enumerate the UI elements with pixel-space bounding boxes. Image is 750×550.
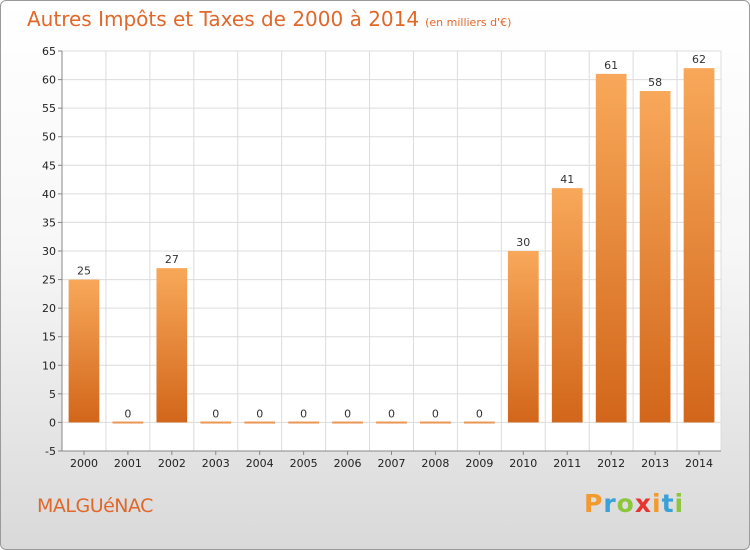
y-tick-label: 35 — [42, 216, 56, 229]
data-label: 41 — [560, 173, 574, 186]
y-tick-label: 40 — [42, 188, 56, 201]
logo-letter: i — [652, 489, 662, 518]
bar-2006 — [332, 421, 363, 424]
y-tick-label: 50 — [42, 131, 56, 144]
data-label: 27 — [165, 253, 179, 266]
x-tick-label: 2010 — [509, 457, 537, 470]
chart-title-main: Autres Impôts et Taxes de 2000 à 2014 — [27, 7, 420, 31]
bar-2004 — [244, 421, 276, 424]
data-label: 0 — [124, 407, 131, 420]
y-tick-label: 65 — [42, 45, 56, 58]
data-label: 0 — [256, 407, 263, 420]
bar-2010 — [507, 251, 539, 423]
data-label: 30 — [516, 236, 530, 249]
x-tick-label: 2011 — [553, 457, 581, 470]
y-tick-label: 45 — [42, 159, 56, 172]
axis-layer: -5 0 5 10 15 20 25 30 35 40 45 50 55 60 65 2000 2001 2002… — [42, 45, 721, 470]
y-tick-label: 25 — [42, 274, 56, 287]
data-label: 58 — [648, 76, 662, 89]
y-tick-label: 20 — [42, 302, 56, 315]
x-tick-label: 2004 — [246, 457, 274, 470]
bar-2009 — [463, 421, 495, 424]
y-tick-label: 15 — [42, 331, 56, 344]
bar-layer — [68, 68, 715, 424]
x-tick-label: 2008 — [421, 457, 449, 470]
y-tick-label: 60 — [42, 74, 56, 87]
x-tick-label: 2003 — [202, 457, 230, 470]
logo-letter: x — [634, 489, 652, 518]
x-tick-label: 2012 — [597, 457, 625, 470]
x-tick-label: 2006 — [334, 457, 362, 470]
x-tick-label: 2013 — [641, 457, 669, 470]
bar-2002 — [156, 268, 188, 423]
x-tick-label: 2005 — [290, 457, 318, 470]
data-label: 0 — [388, 407, 395, 420]
bar-2007 — [376, 421, 407, 424]
data-label: 0 — [300, 407, 307, 420]
x-tick-label: 2000 — [70, 457, 98, 470]
x-tick-label: 2014 — [685, 457, 713, 470]
data-label: 62 — [692, 53, 706, 66]
y-tick-label: 55 — [42, 102, 56, 115]
logo-letter: o — [616, 489, 635, 518]
chart-title-unit: (en milliers d'€) — [425, 16, 512, 29]
data-label: 0 — [432, 407, 439, 420]
logo-letter: r — [603, 489, 617, 518]
bar-2011 — [551, 188, 583, 423]
bar-2013 — [639, 91, 671, 423]
bar-2005 — [288, 421, 320, 424]
y-tick-label: 5 — [49, 388, 56, 401]
label-layer: 25 0 27 0 0 0 0 0 0 0 30 41 61 58 62 — [77, 53, 706, 420]
data-label: 61 — [604, 59, 618, 72]
x-tick-label: 2007 — [378, 457, 406, 470]
x-tick-label: 2002 — [158, 457, 186, 470]
bar-2001 — [112, 421, 144, 424]
x-tick-label: 2001 — [114, 457, 142, 470]
bar-2008 — [420, 421, 451, 424]
logo-letter: i — [674, 489, 685, 518]
bar-2014 — [683, 68, 715, 423]
town-name: MALGUéNAC — [37, 495, 153, 517]
x-tick-label: 2009 — [465, 457, 493, 470]
y-tick-label: 30 — [42, 245, 56, 258]
data-label: 25 — [77, 265, 91, 278]
y-tick-label: 10 — [42, 359, 56, 372]
bar-2000 — [68, 279, 100, 423]
bar-2003 — [200, 421, 232, 424]
y-tick-label: -5 — [45, 445, 56, 458]
y-tick-label: 0 — [49, 416, 56, 429]
data-label: 0 — [212, 407, 219, 420]
chart-title: Autres Impôts et Taxes de 2000 à 2014 (en… — [27, 7, 511, 31]
data-label: 0 — [476, 407, 483, 420]
logo-letter: t — [661, 489, 675, 518]
bar-2012 — [595, 73, 627, 423]
logo-letter: P — [584, 489, 604, 518]
data-label: 0 — [344, 407, 351, 420]
proxiti-logo: Proxiti — [584, 489, 684, 518]
